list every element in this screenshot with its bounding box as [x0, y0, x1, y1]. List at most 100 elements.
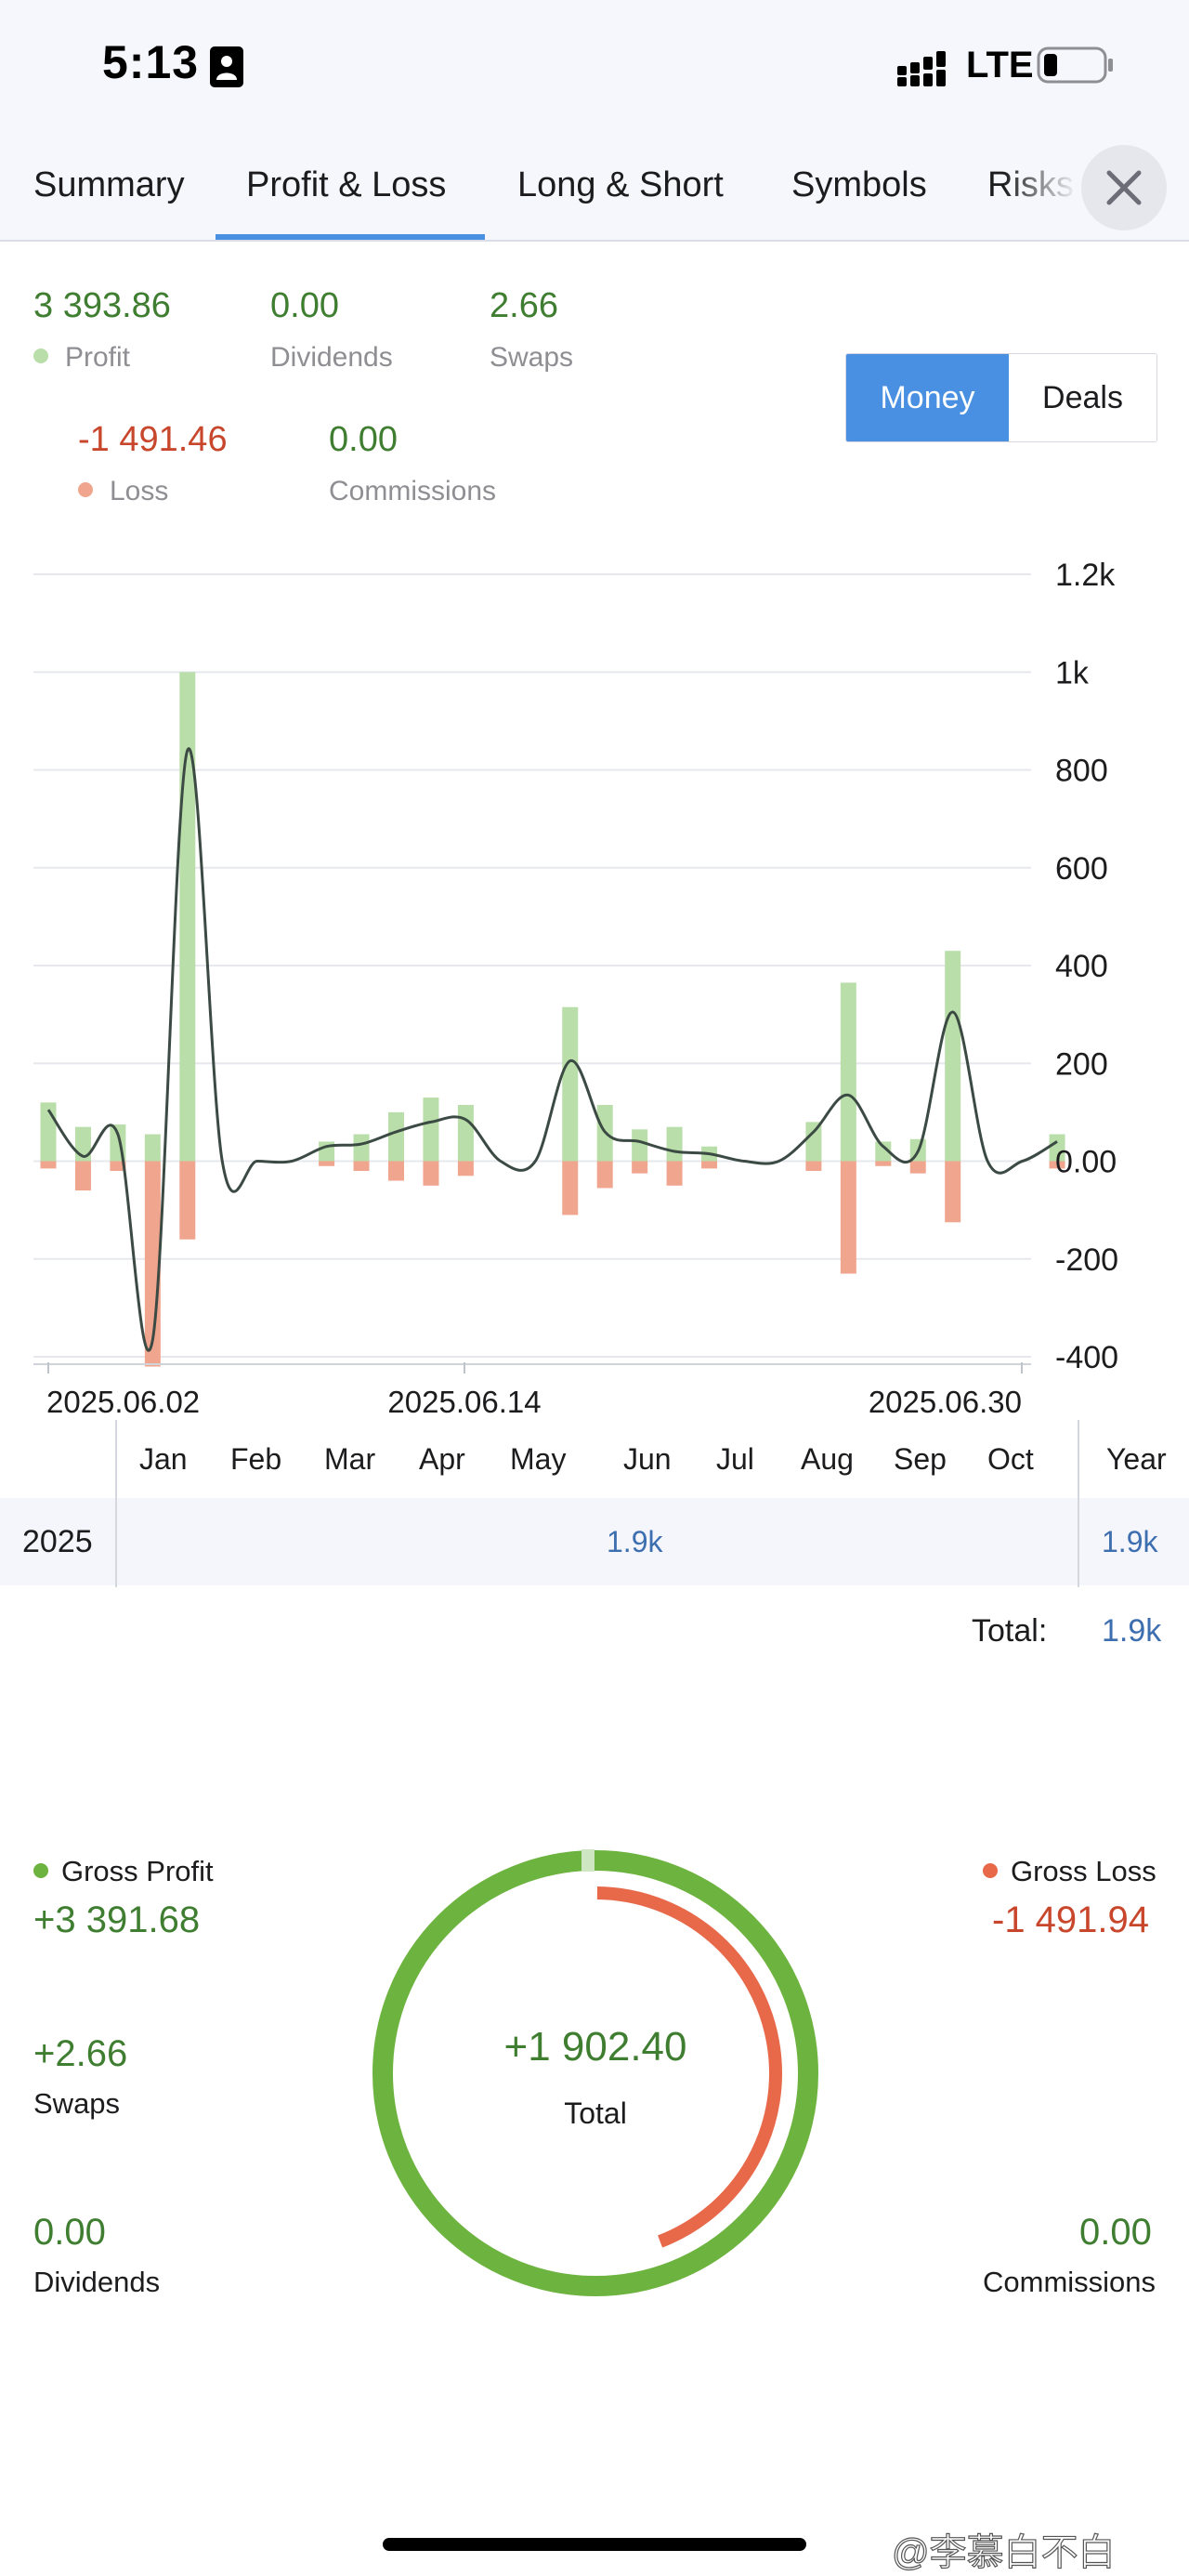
y-tick-label: 600: [1055, 851, 1108, 887]
contact-card-icon: [210, 46, 243, 87]
donut-profit-ring: [372, 1850, 818, 2296]
gross-profit-value: +3 391.68: [33, 1899, 201, 1940]
deals-toggle-button[interactable]: Deals: [1042, 379, 1123, 415]
loss-bar: [666, 1161, 683, 1186]
loss-bar: [875, 1161, 892, 1166]
year-total-value[interactable]: 1.9k: [1102, 1525, 1158, 1558]
table-divider-left: [115, 1420, 117, 1587]
y-tick-label: 400: [1055, 949, 1108, 984]
profit-loss-chart: 1.2k 1k 800 600 400 200 0.00 -200 -400 2025.06.02…: [33, 558, 1118, 1419]
y-tick-label: 200: [1055, 1046, 1108, 1082]
close-button[interactable]: [1081, 145, 1167, 230]
loss-bar: [423, 1161, 439, 1186]
loss-label: Loss: [78, 476, 168, 507]
year-row: [0, 1498, 1189, 1585]
status-bar: [0, 0, 1189, 139]
month-oct: Oct: [987, 1442, 1034, 1476]
gross-profit-label: Gross Profit: [33, 1855, 214, 1888]
loss-bar: [909, 1161, 926, 1174]
gross-dividends-value: 0.00: [33, 2212, 106, 2253]
donut-loss-arc: [596, 1886, 782, 2248]
table-divider-right: [1078, 1420, 1079, 1587]
status-time: 5:13: [102, 36, 200, 88]
gross-loss-dot: [983, 1862, 998, 1878]
month-may: May: [510, 1442, 567, 1476]
loss-bar: [1049, 1161, 1065, 1169]
dividends-label: Dividends: [270, 342, 393, 373]
x-tick-label: 2025.06.30: [869, 1385, 1022, 1419]
gross-profit-dot: [33, 1862, 48, 1878]
net-line: [46, 747, 1058, 1352]
gross-loss-label: Gross Loss: [983, 1855, 1156, 1888]
y-tick-label: 1.2k: [1055, 558, 1116, 593]
loss-bar: [632, 1161, 648, 1174]
money-deals-toggle: Money Deals: [845, 353, 1157, 442]
year-label: 2025: [22, 1524, 93, 1559]
loss-label-text: Loss: [110, 476, 169, 506]
year-column-header: Year: [1106, 1442, 1167, 1476]
total-value: 1.9k: [1102, 1613, 1162, 1649]
gross-commissions-label: Commissions: [983, 2266, 1156, 2298]
gross-loss-value: -1 491.94: [992, 1899, 1150, 1940]
total-donut-chart: [372, 1849, 818, 2296]
money-toggle-button[interactable]: Money: [846, 354, 1009, 441]
loss-bar: [596, 1161, 613, 1189]
watermark: @李慕白不白: [891, 2531, 1116, 2573]
y-tick-label: 800: [1055, 754, 1108, 789]
tab-summary[interactable]: Summary: [33, 165, 185, 204]
month-jul: Jul: [716, 1442, 754, 1476]
profit-label: Profit: [33, 342, 130, 374]
loss-bar: [945, 1161, 961, 1223]
profit-bar: [1049, 1134, 1065, 1162]
donut-total-label: Total: [564, 2096, 627, 2130]
y-tick-label: -200: [1055, 1242, 1118, 1278]
loss-bar: [701, 1161, 718, 1169]
battery-icon: [1037, 46, 1113, 84]
y-tick-label: -400: [1055, 1340, 1118, 1375]
gross-dividends-label: Dividends: [33, 2266, 161, 2298]
active-tab-indicator: [216, 234, 485, 240]
y-tick-label: 1k: [1055, 655, 1090, 690]
profit-legend-dot: [33, 348, 48, 364]
swaps-label: Swaps: [490, 342, 574, 373]
loss-bar: [562, 1161, 579, 1216]
profit-bar: [562, 1006, 579, 1162]
commissions-label: Commissions: [329, 476, 497, 506]
profit-value: 3 393.86: [33, 286, 171, 325]
loss-bar: [353, 1161, 370, 1172]
tab-symbols[interactable]: Symbols: [791, 165, 927, 204]
y-tick-label: 0.00: [1055, 1145, 1117, 1180]
profit-bar: [875, 1141, 892, 1162]
loss-bar: [74, 1161, 91, 1191]
gross-swaps-value: +2.66: [33, 2033, 128, 2074]
x-tick-label: 2025.06.14: [387, 1385, 541, 1419]
profit-bar: [945, 951, 961, 1162]
tab-profit-loss[interactable]: Profit & Loss: [246, 165, 447, 204]
profit-label-text: Profit: [65, 342, 131, 373]
profit-bar: [144, 1134, 161, 1162]
x-tick-label: 2025.06.02: [46, 1385, 200, 1419]
profit-bar: [840, 982, 856, 1162]
profit-bar: [666, 1126, 683, 1162]
loss-legend-dot: [78, 482, 93, 498]
loss-bar: [388, 1161, 404, 1181]
profit-bar: [388, 1111, 404, 1162]
loss-bar: [840, 1161, 856, 1274]
month-feb: Feb: [230, 1442, 282, 1476]
tab-fade: [1003, 139, 1078, 238]
dividends-value: 0.00: [270, 286, 339, 325]
year-row-value[interactable]: 1.9k: [607, 1525, 663, 1558]
profit-bar: [805, 1122, 822, 1162]
month-sep: Sep: [894, 1442, 947, 1476]
profit-bar: [353, 1134, 370, 1162]
signal-icon: [897, 51, 946, 86]
loss-bar: [457, 1161, 474, 1176]
swaps-value: 2.66: [490, 286, 558, 325]
profit-bar: [632, 1129, 648, 1162]
gross-profit-label-text: Gross Profit: [61, 1855, 214, 1887]
month-mar: Mar: [324, 1442, 376, 1476]
chart-net-line: [46, 747, 1058, 1352]
loss-bar: [110, 1161, 126, 1172]
tab-long-short[interactable]: Long & Short: [517, 165, 724, 204]
gross-commissions-value: 0.00: [1079, 2212, 1152, 2253]
